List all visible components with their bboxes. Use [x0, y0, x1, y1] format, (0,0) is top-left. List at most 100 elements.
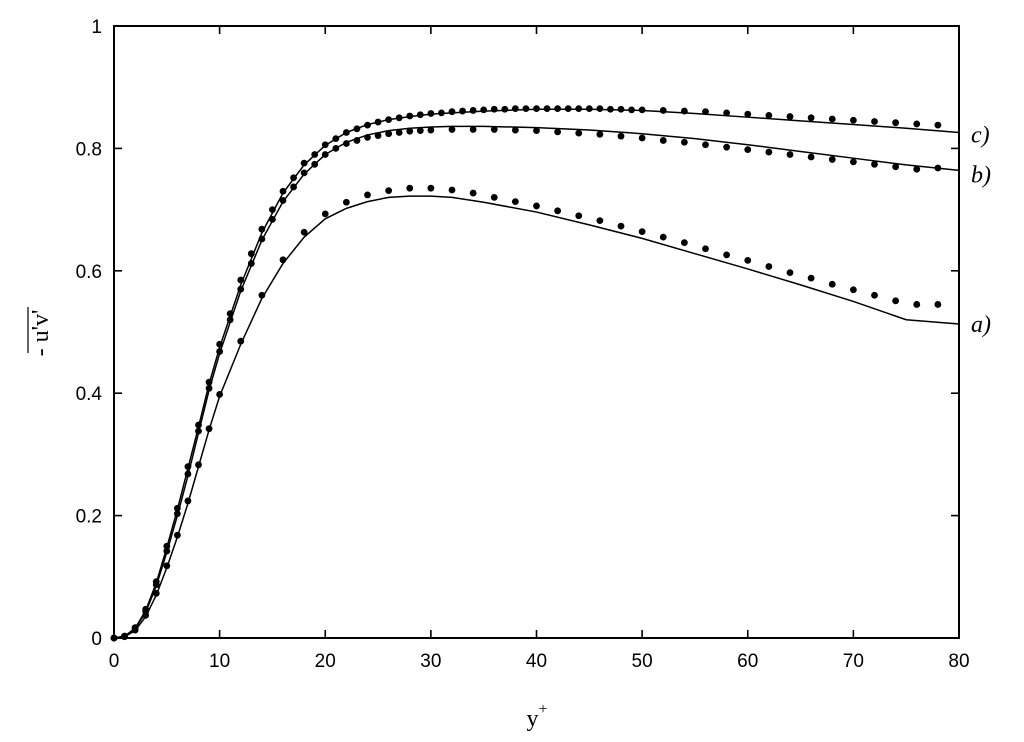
data-point — [659, 107, 667, 114]
x-tick-label: 60 — [737, 651, 758, 672]
data-point — [871, 118, 878, 125]
data-point — [110, 634, 118, 642]
data-point — [152, 578, 160, 586]
data-point — [163, 562, 171, 570]
x-axis-title: y+ — [526, 701, 547, 732]
data-point — [892, 297, 900, 305]
data-point — [300, 228, 308, 236]
data-point — [438, 109, 445, 117]
data-point — [131, 624, 139, 631]
data-point — [173, 504, 181, 512]
data-point — [406, 127, 414, 135]
data-point — [184, 497, 192, 505]
y-axis-title: - u'v' — [27, 307, 54, 356]
data-point — [638, 134, 646, 142]
data-point — [596, 130, 604, 138]
data-point — [311, 160, 319, 168]
tick-labels: 0 10 20 30 40 50 60 70 80 0 0.2 0.4 0.6 0.8 1 — [76, 17, 970, 672]
data-point — [332, 145, 340, 152]
data-point — [575, 129, 583, 137]
data-point — [934, 121, 942, 129]
data-point — [332, 135, 340, 143]
data-point — [617, 105, 625, 113]
data-point — [596, 217, 604, 225]
data-point — [448, 108, 456, 116]
data-point — [744, 110, 752, 118]
data-point — [913, 301, 921, 308]
y-tick-label: 0.8 — [76, 139, 102, 160]
y-tick-label: 1 — [91, 17, 102, 38]
data-point — [871, 291, 878, 299]
data-point — [680, 138, 688, 146]
data-point — [628, 106, 635, 114]
data-point — [300, 169, 308, 177]
data-point — [395, 129, 403, 136]
curve-label: a) — [971, 312, 991, 338]
data-point — [638, 106, 646, 114]
data-point — [501, 105, 509, 113]
y-tick-label: 0 — [91, 629, 102, 650]
data-point — [702, 245, 709, 253]
data-point — [374, 132, 382, 139]
data-point — [533, 127, 540, 135]
series-layer — [110, 105, 960, 642]
data-point — [184, 463, 192, 471]
data-point — [311, 151, 319, 158]
data-point — [353, 125, 361, 133]
data-point — [226, 310, 234, 318]
data-point — [406, 184, 414, 192]
data-point — [554, 128, 562, 136]
data-point — [374, 118, 382, 126]
data-point — [258, 291, 266, 299]
data-point — [205, 425, 213, 433]
data-point — [575, 212, 583, 220]
data-point — [533, 202, 540, 210]
data-point — [723, 143, 731, 151]
curve-label: b) — [971, 162, 991, 188]
y-tick-label: 0.2 — [76, 507, 102, 528]
data-point — [702, 141, 709, 149]
curve-labels: a) b) c) — [971, 122, 991, 338]
data-point — [279, 197, 287, 204]
data-point — [765, 148, 773, 156]
data-point — [395, 114, 403, 122]
data-point — [321, 151, 329, 158]
data-point — [353, 137, 361, 144]
data-point — [575, 105, 583, 113]
data-point — [723, 109, 731, 117]
data-point — [554, 207, 562, 215]
data-point — [385, 130, 393, 138]
data-point — [807, 153, 815, 161]
data-point — [849, 158, 857, 166]
data-point — [659, 137, 667, 144]
data-point — [554, 105, 562, 113]
data-point — [617, 132, 625, 140]
data-point — [828, 115, 836, 123]
data-point — [723, 251, 731, 259]
data-point — [205, 378, 213, 386]
data-point — [163, 542, 171, 550]
data-point — [195, 421, 202, 429]
data-point — [142, 605, 150, 613]
data-point — [490, 105, 498, 113]
series-3 — [110, 105, 960, 642]
data-point — [321, 141, 329, 149]
data-point — [290, 183, 297, 191]
data-point — [543, 105, 551, 113]
y-tick-label: 0.6 — [76, 262, 102, 283]
data-point — [659, 233, 667, 241]
data-point — [342, 140, 350, 147]
data-point — [385, 116, 393, 124]
x-tick-label: 70 — [843, 651, 864, 672]
data-point — [680, 107, 688, 115]
data-point — [427, 184, 435, 192]
data-point — [237, 337, 245, 345]
data-point — [300, 159, 308, 167]
data-point — [427, 126, 435, 134]
data-point — [744, 146, 752, 154]
data-point — [744, 256, 752, 264]
data-point — [934, 301, 942, 308]
series-line — [113, 108, 960, 639]
x-tick-label: 0 — [109, 651, 120, 672]
